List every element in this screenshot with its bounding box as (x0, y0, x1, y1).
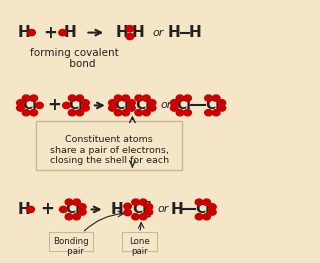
Circle shape (22, 95, 30, 101)
Circle shape (195, 199, 203, 205)
Text: +: + (44, 24, 58, 42)
Circle shape (132, 199, 140, 205)
Circle shape (195, 214, 203, 220)
FancyBboxPatch shape (49, 231, 93, 251)
Text: Cl: Cl (132, 203, 147, 216)
Circle shape (126, 33, 134, 40)
Circle shape (28, 29, 35, 36)
Circle shape (124, 209, 132, 216)
Circle shape (30, 95, 37, 101)
Text: Cl: Cl (196, 203, 210, 216)
Circle shape (76, 110, 84, 116)
Circle shape (122, 95, 130, 101)
Circle shape (176, 95, 184, 101)
Text: Cl: Cl (176, 98, 191, 112)
Circle shape (171, 100, 178, 106)
Circle shape (78, 209, 86, 215)
Circle shape (203, 214, 211, 220)
Text: Bonding
   pair: Bonding pair (53, 237, 89, 256)
Text: H: H (171, 202, 184, 217)
Circle shape (108, 105, 116, 111)
Text: +: + (47, 97, 61, 114)
Circle shape (122, 110, 130, 116)
Circle shape (148, 100, 156, 106)
Circle shape (73, 214, 80, 220)
Circle shape (36, 102, 43, 109)
Circle shape (209, 209, 216, 215)
Circle shape (145, 204, 153, 210)
Circle shape (114, 110, 122, 116)
Circle shape (148, 105, 156, 111)
Circle shape (205, 110, 212, 116)
Text: H: H (168, 25, 181, 40)
FancyBboxPatch shape (122, 231, 157, 251)
Circle shape (63, 102, 70, 109)
Circle shape (82, 105, 89, 111)
Circle shape (68, 95, 76, 101)
Text: H: H (17, 202, 30, 217)
Circle shape (60, 206, 67, 213)
Circle shape (128, 100, 135, 106)
Circle shape (73, 199, 80, 205)
Circle shape (114, 95, 122, 101)
Circle shape (27, 206, 34, 213)
Text: Cl: Cl (22, 98, 37, 112)
Circle shape (184, 95, 191, 101)
Circle shape (126, 26, 134, 32)
Circle shape (22, 110, 30, 116)
Circle shape (135, 110, 142, 116)
Circle shape (145, 209, 153, 215)
Circle shape (142, 110, 150, 116)
Text: H: H (116, 25, 128, 40)
Circle shape (65, 214, 73, 220)
Circle shape (132, 214, 140, 220)
Text: Cl: Cl (205, 98, 220, 112)
Circle shape (218, 105, 226, 111)
Circle shape (142, 95, 150, 101)
Circle shape (78, 204, 86, 210)
Circle shape (108, 100, 116, 106)
Text: or: or (153, 28, 164, 38)
Circle shape (212, 110, 220, 116)
Circle shape (76, 95, 84, 101)
Text: ]: ] (144, 200, 151, 219)
Circle shape (17, 100, 24, 106)
Text: Cl: Cl (65, 203, 80, 216)
Text: H: H (132, 25, 144, 40)
Circle shape (140, 214, 147, 220)
Circle shape (82, 100, 89, 106)
Text: Constituent atoms
share a pair of electrons,
closing the shell for each: Constituent atoms share a pair of electr… (50, 135, 169, 165)
Circle shape (209, 204, 216, 210)
Circle shape (171, 105, 178, 111)
Circle shape (124, 203, 132, 209)
Circle shape (212, 95, 220, 101)
Circle shape (203, 199, 211, 205)
Circle shape (68, 110, 76, 116)
Circle shape (205, 95, 212, 101)
Text: H: H (17, 25, 30, 40)
Text: H: H (111, 202, 124, 217)
Circle shape (135, 95, 142, 101)
Text: H: H (188, 25, 201, 40)
Text: Lone
pair: Lone pair (129, 237, 150, 256)
Circle shape (59, 29, 67, 36)
Text: or: or (161, 100, 172, 110)
Circle shape (128, 105, 135, 111)
Text: H: H (63, 25, 76, 40)
Text: forming covalent
     bond: forming covalent bond (30, 48, 119, 69)
Text: Cl: Cl (135, 98, 150, 112)
Circle shape (184, 110, 191, 116)
Circle shape (140, 199, 147, 205)
Text: Cl: Cl (115, 98, 129, 112)
Text: or: or (157, 204, 169, 214)
Circle shape (17, 105, 24, 111)
Text: Cl: Cl (68, 98, 84, 112)
Circle shape (30, 110, 37, 116)
Text: +: + (40, 200, 54, 219)
Circle shape (65, 199, 73, 205)
Circle shape (218, 100, 226, 106)
Circle shape (176, 110, 184, 116)
FancyBboxPatch shape (36, 121, 182, 170)
